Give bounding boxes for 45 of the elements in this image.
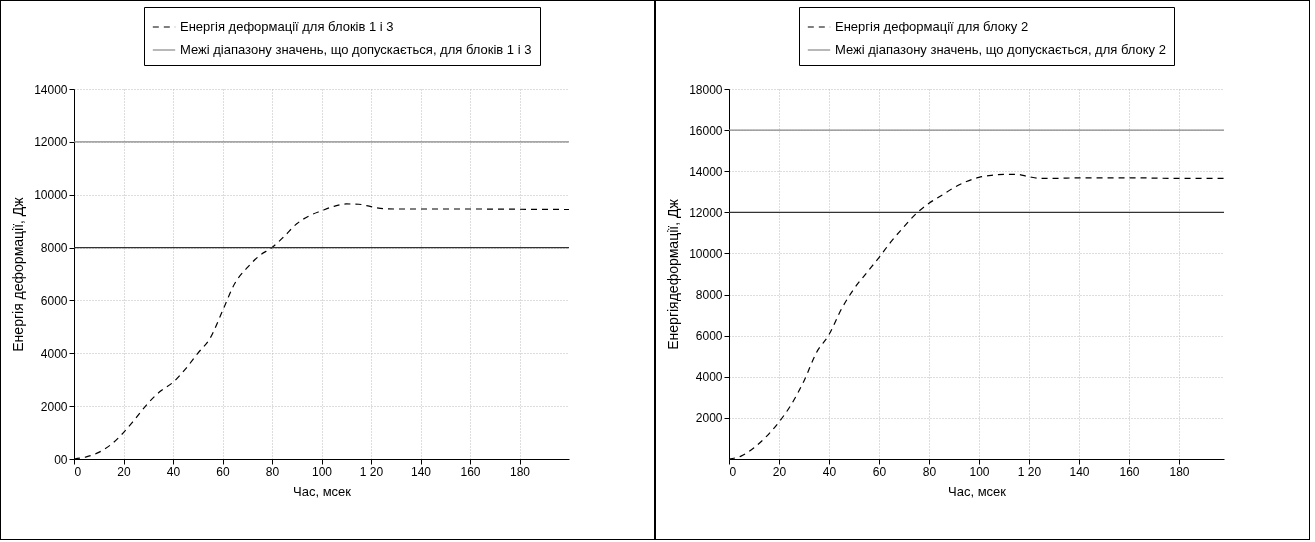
legend-label: Енергія деформації для блоків 1 і 3: [180, 19, 394, 34]
x-tick-label: 80: [265, 464, 280, 479]
x-tick-label: 20: [117, 464, 131, 479]
y-tick-label: 4000: [40, 346, 68, 361]
legend-label: Енергія деформації для блоку 2: [835, 19, 1029, 34]
x-tick-label: 100: [969, 464, 990, 479]
y-tick-label: 2000: [695, 411, 723, 426]
x-tick-label: 40: [166, 464, 181, 479]
x-tick-label: 80: [922, 464, 937, 479]
y-tick-label: 00: [54, 452, 68, 467]
x-tick-label: 160: [1119, 464, 1140, 479]
legend-label: Межі діапазону значень, що допускається, для блоку 2: [835, 42, 1166, 57]
x-tick-label: 180: [1169, 464, 1190, 479]
y-tick-label: 6000: [40, 293, 68, 308]
x-tick-label: 1 20: [359, 464, 384, 479]
x-tick-label: 1 20: [1017, 464, 1042, 479]
y-tick-label: 12000: [34, 135, 68, 150]
y-tick-label: 2000: [40, 399, 68, 414]
y-tick-label: 14000: [34, 82, 68, 97]
x-tick-label: 180: [509, 464, 531, 479]
y-tick-label: 14000: [689, 164, 723, 179]
y-tick-label: 6000: [695, 329, 723, 344]
x-tick-label: 140: [410, 464, 432, 479]
x-tick-label: 100: [311, 464, 333, 479]
y-tick-label: 4000: [695, 370, 723, 385]
x-tick-label: 0: [729, 464, 737, 479]
x-tick-label: 160: [460, 464, 481, 479]
y-axis-title: Енергія деформації, Дж: [10, 196, 27, 352]
y-tick-label: 10000: [34, 188, 68, 203]
x-axis-title: Час, мсек: [293, 483, 352, 499]
x-tick-label: 40: [822, 464, 837, 479]
y-tick-label: 8000: [40, 241, 68, 256]
y-tick-label: 18000: [689, 82, 723, 97]
y-tick-label: 16000: [689, 123, 723, 138]
x-tick-label: 20: [772, 464, 787, 479]
y-tick-label: 12000: [689, 205, 723, 220]
y-tick-label: 8000: [695, 288, 723, 303]
y-axis-title: Енергіядеформації, Дж: [665, 198, 682, 350]
legend-label: Межі діапазону значень, що допускається, для блоків 1 і 3: [180, 42, 532, 57]
x-axis-title: Час, мсек: [948, 483, 1007, 499]
x-tick-label: 140: [1069, 464, 1090, 479]
y-tick-label: 10000: [689, 246, 723, 261]
x-tick-label: 0: [74, 464, 82, 479]
x-tick-label: 60: [216, 464, 230, 479]
x-tick-label: 60: [872, 464, 887, 479]
